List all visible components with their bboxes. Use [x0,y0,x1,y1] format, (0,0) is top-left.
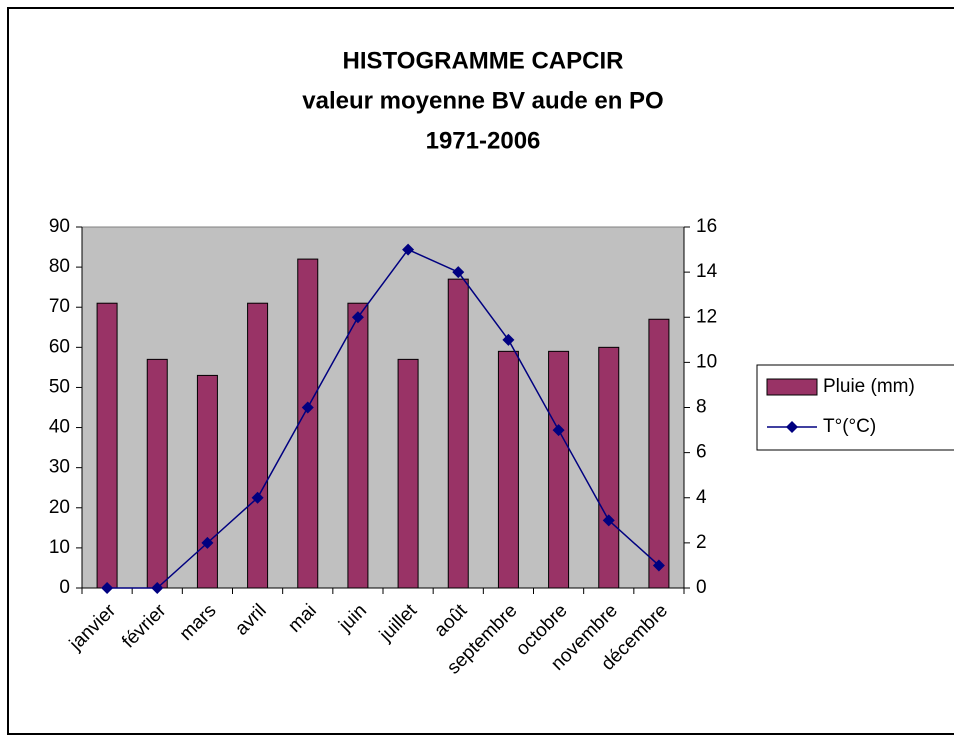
y2-tick-label: 0 [696,577,707,598]
y-tick-label: 80 [49,256,70,277]
marker [502,333,515,346]
marker [251,491,264,504]
marker [652,559,665,572]
bar [347,302,369,589]
y-tick-label: 60 [49,336,70,357]
marker [201,536,214,549]
bar [447,278,469,589]
marker [602,514,615,527]
marker [402,243,415,256]
bar [497,350,519,589]
y-tick-label: 0 [59,577,70,598]
line [107,248,660,589]
marker [351,311,364,324]
marker [151,582,164,594]
y-tick-label: 50 [49,376,70,397]
marker [452,266,465,279]
y2-tick-label: 2 [696,532,707,553]
y2-tick-label: 6 [696,442,707,463]
bar [648,318,670,589]
plot-area [81,226,685,589]
marker [101,582,114,594]
marker [552,424,565,437]
legend-label: T°(°C) [823,416,876,437]
y-tick-label: 40 [49,417,70,438]
chart-title: valeur moyenne BV aude en PO [302,87,663,114]
legend-label: Pluie (mm) [823,376,915,397]
y2-tick-label: 8 [696,397,707,418]
y2-tick-label: 10 [696,351,717,372]
bar [397,358,419,589]
y-tick-label: 70 [49,296,70,317]
y2-tick-label: 16 [696,216,717,237]
bar [96,302,118,589]
marker [301,401,314,414]
bar [297,258,319,589]
bar [598,346,620,589]
bar [247,302,269,589]
chart-title: 1971-2006 [426,127,541,154]
y2-tick-label: 14 [696,261,718,282]
legend-marker [786,421,798,433]
bar [146,358,168,589]
chart-title: HISTOGRAMME CAPCIR [343,47,624,74]
y-tick-label: 90 [49,216,70,237]
y2-tick-label: 12 [696,306,717,327]
y2-tick-label: 4 [696,487,707,508]
legend-swatch [766,378,818,396]
y-tick-label: 30 [49,457,70,478]
y-tick-label: 20 [49,497,70,518]
bar [196,374,218,589]
bar [548,350,570,589]
y-tick-label: 10 [49,537,70,558]
